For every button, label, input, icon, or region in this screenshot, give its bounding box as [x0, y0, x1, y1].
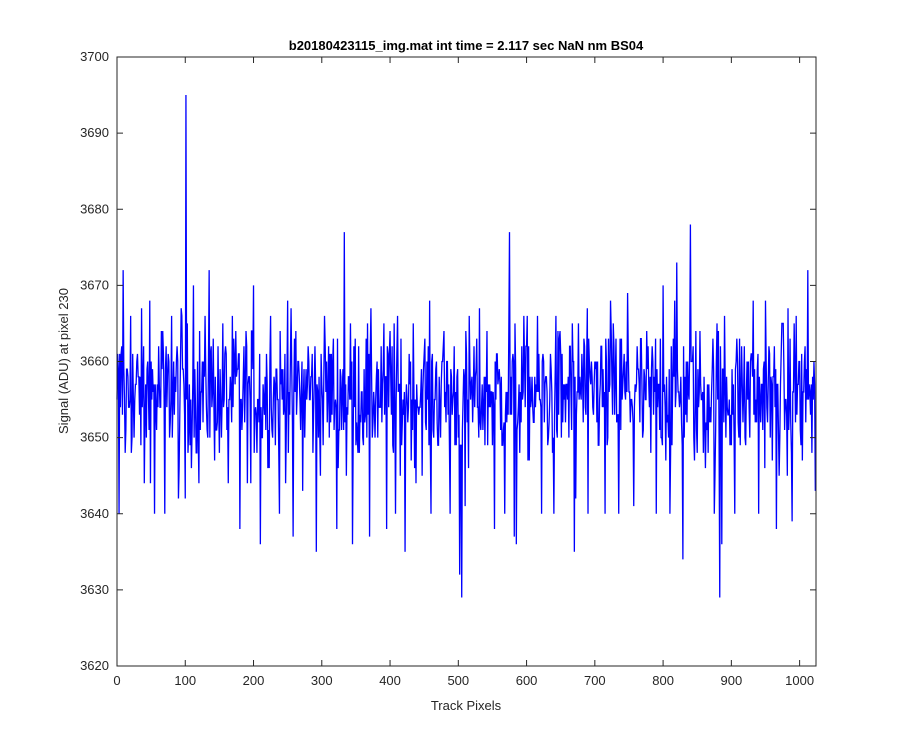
y-tick-label: 3700: [80, 49, 109, 64]
series-layer: [116, 95, 816, 598]
y-tick-label: 3650: [80, 430, 109, 445]
ticks-layer: 0 100 200 300 400 500 600 700 800 900 1000 3620 3630…: [80, 49, 816, 688]
signal-series-line: [116, 95, 816, 598]
x-tick-label: 900: [721, 673, 743, 688]
y-tick-label: 3680: [80, 201, 109, 216]
y-tick-label: 3620: [80, 658, 109, 673]
y-axis-label: Signal (ADU) at pixel 230: [56, 288, 71, 434]
chart-title: b20180423115_img.mat int time = 2.117 se…: [289, 38, 644, 53]
y-tick-label: 3660: [80, 354, 109, 369]
x-tick-label: 500: [447, 673, 469, 688]
x-tick-label: 200: [243, 673, 265, 688]
x-tick-label: 700: [584, 673, 606, 688]
y-tick-label: 3690: [80, 125, 109, 140]
x-tick-label: 100: [174, 673, 196, 688]
x-tick-label: 800: [652, 673, 674, 688]
x-axis-label: Track Pixels: [431, 698, 502, 713]
x-tick-label: 1000: [785, 673, 814, 688]
y-tick-label: 3630: [80, 582, 109, 597]
y-tick-label: 3640: [80, 506, 109, 521]
x-tick-label: 600: [516, 673, 538, 688]
y-tick-label: 3670: [80, 277, 109, 292]
x-tick-label: 300: [311, 673, 333, 688]
x-tick-label: 400: [379, 673, 401, 688]
x-tick-label: 0: [113, 673, 120, 688]
